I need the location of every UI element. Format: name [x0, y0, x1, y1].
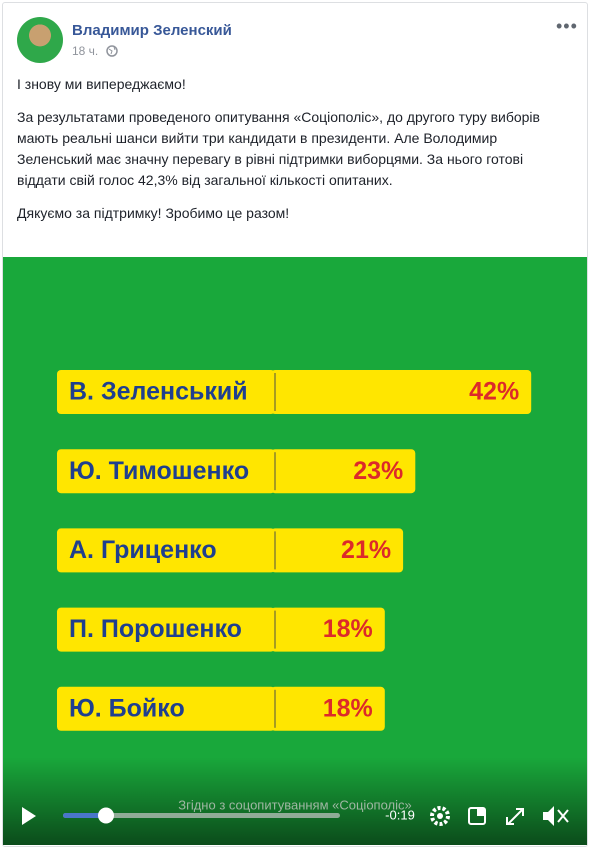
- video-time: -0:19: [385, 807, 415, 822]
- paragraph: Дякуємо за підтримку! Зробимо це разом!: [17, 205, 290, 221]
- bar-label-box: [57, 686, 275, 731]
- bar: [271, 528, 404, 573]
- bar: [271, 686, 385, 731]
- play-button[interactable]: [22, 807, 36, 825]
- fullscreen-button[interactable]: [506, 808, 524, 825]
- bar: [271, 607, 385, 652]
- video-caption: Згідно з соцопитуванням «Соціополіс»: [178, 797, 412, 812]
- candidate-name: А. Гриценко: [69, 536, 217, 564]
- progress-track[interactable]: [63, 813, 340, 818]
- volume-button[interactable]: [543, 806, 569, 826]
- value-label: 21%: [341, 536, 391, 564]
- value-label: 23%: [353, 457, 403, 485]
- paragraph: І знову ми випереджаємо!: [17, 76, 186, 92]
- paragraph: За результатами проведеного опитування «…: [17, 109, 540, 188]
- controls-shade: [3, 757, 587, 845]
- candidate-name: В. Зеленський: [69, 378, 248, 406]
- settings-button[interactable]: [430, 806, 450, 826]
- post-text: І знову ми випереджаємо! За результатами…: [17, 74, 562, 236]
- bar-label-box: [57, 449, 275, 494]
- pip-button[interactable]: [468, 807, 486, 825]
- post-time[interactable]: 18 ч.: [72, 44, 118, 58]
- candidate-name: Ю. Тимошенко: [69, 457, 249, 485]
- globe-icon: [105, 45, 118, 57]
- progress-knob[interactable]: [98, 807, 114, 824]
- author-name[interactable]: Владимир Зеленский: [72, 22, 232, 39]
- bar: [271, 370, 532, 414]
- value-label: 18%: [323, 615, 373, 643]
- candidate-name: Ю. Бойко: [69, 694, 185, 722]
- bar-label-box: [57, 607, 275, 652]
- bar: [271, 449, 416, 494]
- progress-played: [63, 813, 106, 818]
- video[interactable]: Згідно з соцопитуванням «Соціополіс» -0:…: [3, 257, 587, 845]
- time-text[interactable]: 18 ч.: [72, 44, 99, 58]
- bar-label-box: [57, 370, 275, 414]
- value-label: 42%: [469, 378, 519, 406]
- value-label: 18%: [323, 694, 373, 722]
- more-button[interactable]: •••: [556, 16, 578, 36]
- avatar[interactable]: [17, 17, 63, 63]
- bar-label-box: [57, 528, 275, 573]
- candidate-name: П. Порошенко: [69, 615, 242, 643]
